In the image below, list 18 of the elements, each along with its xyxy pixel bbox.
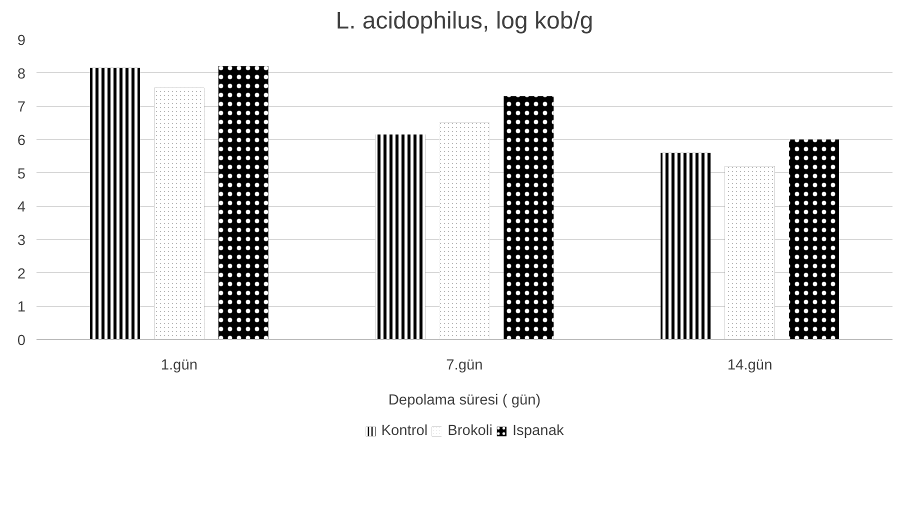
legend-label: Ispanak: [512, 423, 564, 439]
y-tick-label: 5: [17, 166, 26, 182]
y-tick-label: 1: [17, 300, 26, 316]
y-tick-label: 8: [17, 66, 26, 82]
y-tick-label: 6: [17, 133, 26, 149]
y-tick-label: 0: [17, 333, 26, 349]
x-tick-label: 7.gün: [446, 358, 483, 374]
y-tick-label: 3: [17, 233, 26, 249]
x-tick-label: 1.gün: [160, 358, 198, 374]
y-tick-label: 4: [17, 200, 26, 216]
legend-label: Brokoli: [448, 423, 492, 439]
x-tick-label: 14.gün: [727, 358, 772, 374]
chart-title: L. acidophilus, log kob/g: [336, 8, 594, 34]
legend-label: Kontrol: [381, 423, 428, 439]
y-tick-label: 2: [17, 266, 26, 282]
x-axis-title: Depolama süresi ( gün): [388, 392, 541, 408]
y-tick-label: 9: [17, 33, 26, 49]
y-tick-label: 7: [17, 100, 26, 116]
